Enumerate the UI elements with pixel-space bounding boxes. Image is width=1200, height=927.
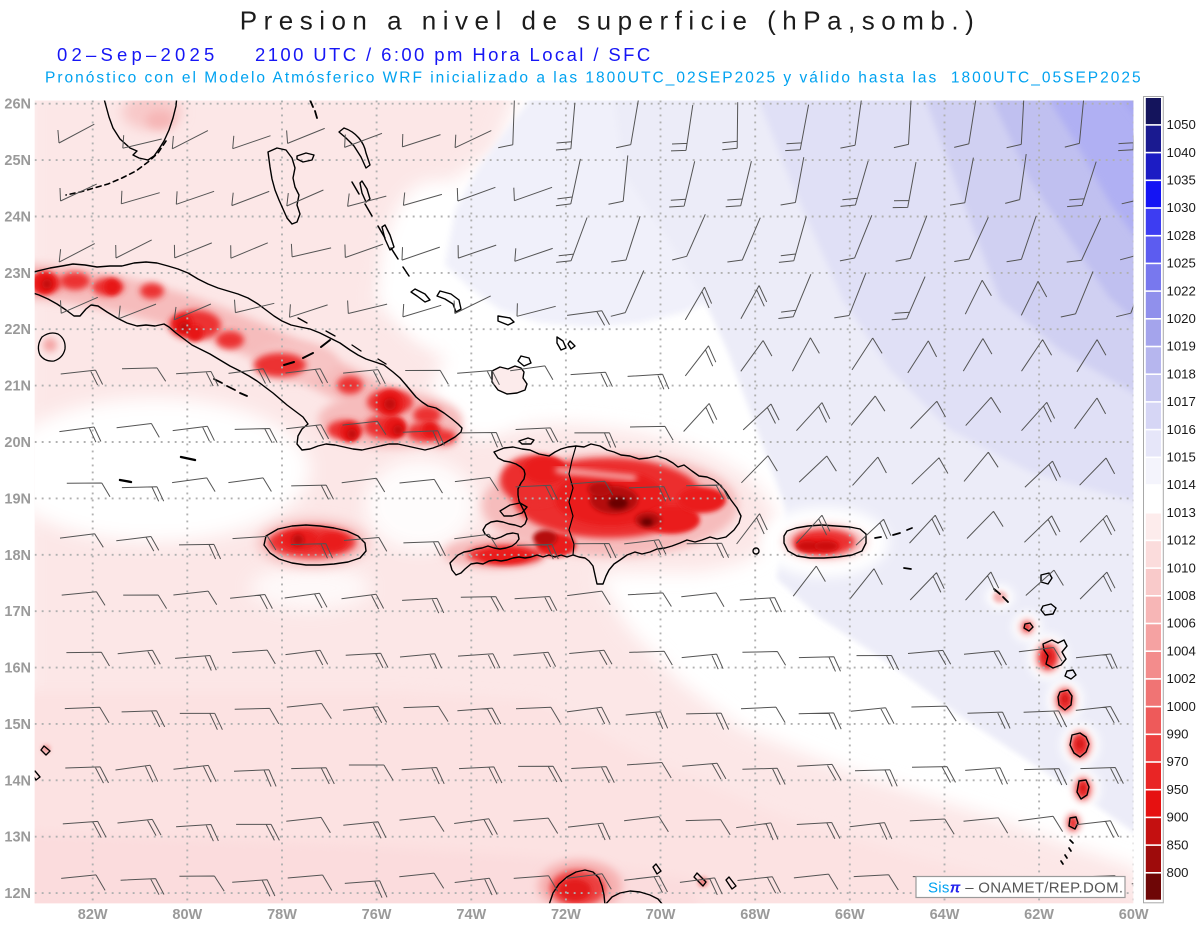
svg-text:850: 850 bbox=[1167, 837, 1189, 852]
svg-text:1019: 1019 bbox=[1167, 339, 1196, 354]
svg-text:22N: 22N bbox=[4, 322, 31, 338]
svg-text:1040: 1040 bbox=[1167, 145, 1196, 160]
svg-text:17N: 17N bbox=[4, 604, 31, 620]
svg-text:1022: 1022 bbox=[1167, 283, 1196, 298]
svg-text:1017: 1017 bbox=[1167, 394, 1196, 409]
svg-text:1016: 1016 bbox=[1167, 422, 1196, 437]
svg-text:24N: 24N bbox=[4, 210, 31, 226]
svg-text:1002: 1002 bbox=[1167, 671, 1196, 686]
svg-text:62W: 62W bbox=[1024, 907, 1054, 923]
svg-text:25N: 25N bbox=[4, 153, 31, 169]
svg-text:26N: 26N bbox=[4, 97, 31, 113]
svg-text:70W: 70W bbox=[646, 907, 676, 923]
svg-text:78W: 78W bbox=[267, 907, 297, 923]
svg-text:80W: 80W bbox=[172, 907, 202, 923]
svg-text:1035: 1035 bbox=[1167, 173, 1196, 188]
svg-text:1012: 1012 bbox=[1167, 533, 1196, 548]
svg-text:66W: 66W bbox=[835, 907, 865, 923]
svg-text:Pronóstico con el Modelo Atmós: Pronóstico con el Modelo Atmósferico WRF… bbox=[45, 70, 1143, 87]
svg-text:2100 UTC / 6:00 pm Hora Local: 2100 UTC / 6:00 pm Hora Local / SFC bbox=[255, 44, 653, 65]
svg-text:02–Sep–2025: 02–Sep–2025 bbox=[57, 44, 218, 65]
svg-text:23N: 23N bbox=[4, 266, 31, 282]
svg-text:72W: 72W bbox=[551, 907, 581, 923]
svg-text:60W: 60W bbox=[1119, 907, 1149, 923]
svg-text:990: 990 bbox=[1167, 727, 1189, 742]
svg-text:82W: 82W bbox=[78, 907, 108, 923]
svg-text:1010: 1010 bbox=[1167, 560, 1196, 575]
svg-text:74W: 74W bbox=[456, 907, 486, 923]
svg-text:21N: 21N bbox=[4, 379, 31, 395]
svg-text:1018: 1018 bbox=[1167, 366, 1196, 381]
svg-text:1013: 1013 bbox=[1167, 505, 1196, 520]
svg-text:1008: 1008 bbox=[1167, 588, 1196, 603]
svg-text:800: 800 bbox=[1167, 865, 1189, 880]
svg-text:1015: 1015 bbox=[1167, 450, 1196, 465]
svg-text:1004: 1004 bbox=[1167, 643, 1196, 658]
svg-text:19N: 19N bbox=[4, 491, 31, 507]
svg-text:Sisπ – ONAMET/REP.DOM.: Sisπ – ONAMET/REP.DOM. bbox=[928, 880, 1123, 897]
svg-text:1025: 1025 bbox=[1167, 256, 1196, 271]
svg-text:1014: 1014 bbox=[1167, 477, 1196, 492]
svg-text:68W: 68W bbox=[740, 907, 770, 923]
svg-text:76W: 76W bbox=[362, 907, 392, 923]
svg-text:970: 970 bbox=[1167, 754, 1189, 769]
svg-text:1050: 1050 bbox=[1167, 117, 1196, 132]
svg-text:1028: 1028 bbox=[1167, 228, 1196, 243]
svg-text:64W: 64W bbox=[930, 907, 960, 923]
svg-text:16N: 16N bbox=[4, 661, 31, 677]
svg-text:1020: 1020 bbox=[1167, 311, 1196, 326]
svg-text:1000: 1000 bbox=[1167, 699, 1196, 714]
svg-text:20N: 20N bbox=[4, 435, 31, 451]
svg-text:12N: 12N bbox=[4, 886, 31, 902]
svg-text:1006: 1006 bbox=[1167, 616, 1196, 631]
svg-text:950: 950 bbox=[1167, 782, 1189, 797]
svg-text:15N: 15N bbox=[4, 717, 31, 733]
svg-text:18N: 18N bbox=[4, 548, 31, 564]
svg-text:Presion a nivel de superficie: Presion a nivel de superficie (hPa,somb.… bbox=[240, 6, 981, 36]
svg-text:1030: 1030 bbox=[1167, 200, 1196, 215]
svg-text:14N: 14N bbox=[4, 773, 31, 789]
svg-text:13N: 13N bbox=[4, 830, 31, 846]
svg-text:900: 900 bbox=[1167, 810, 1189, 825]
